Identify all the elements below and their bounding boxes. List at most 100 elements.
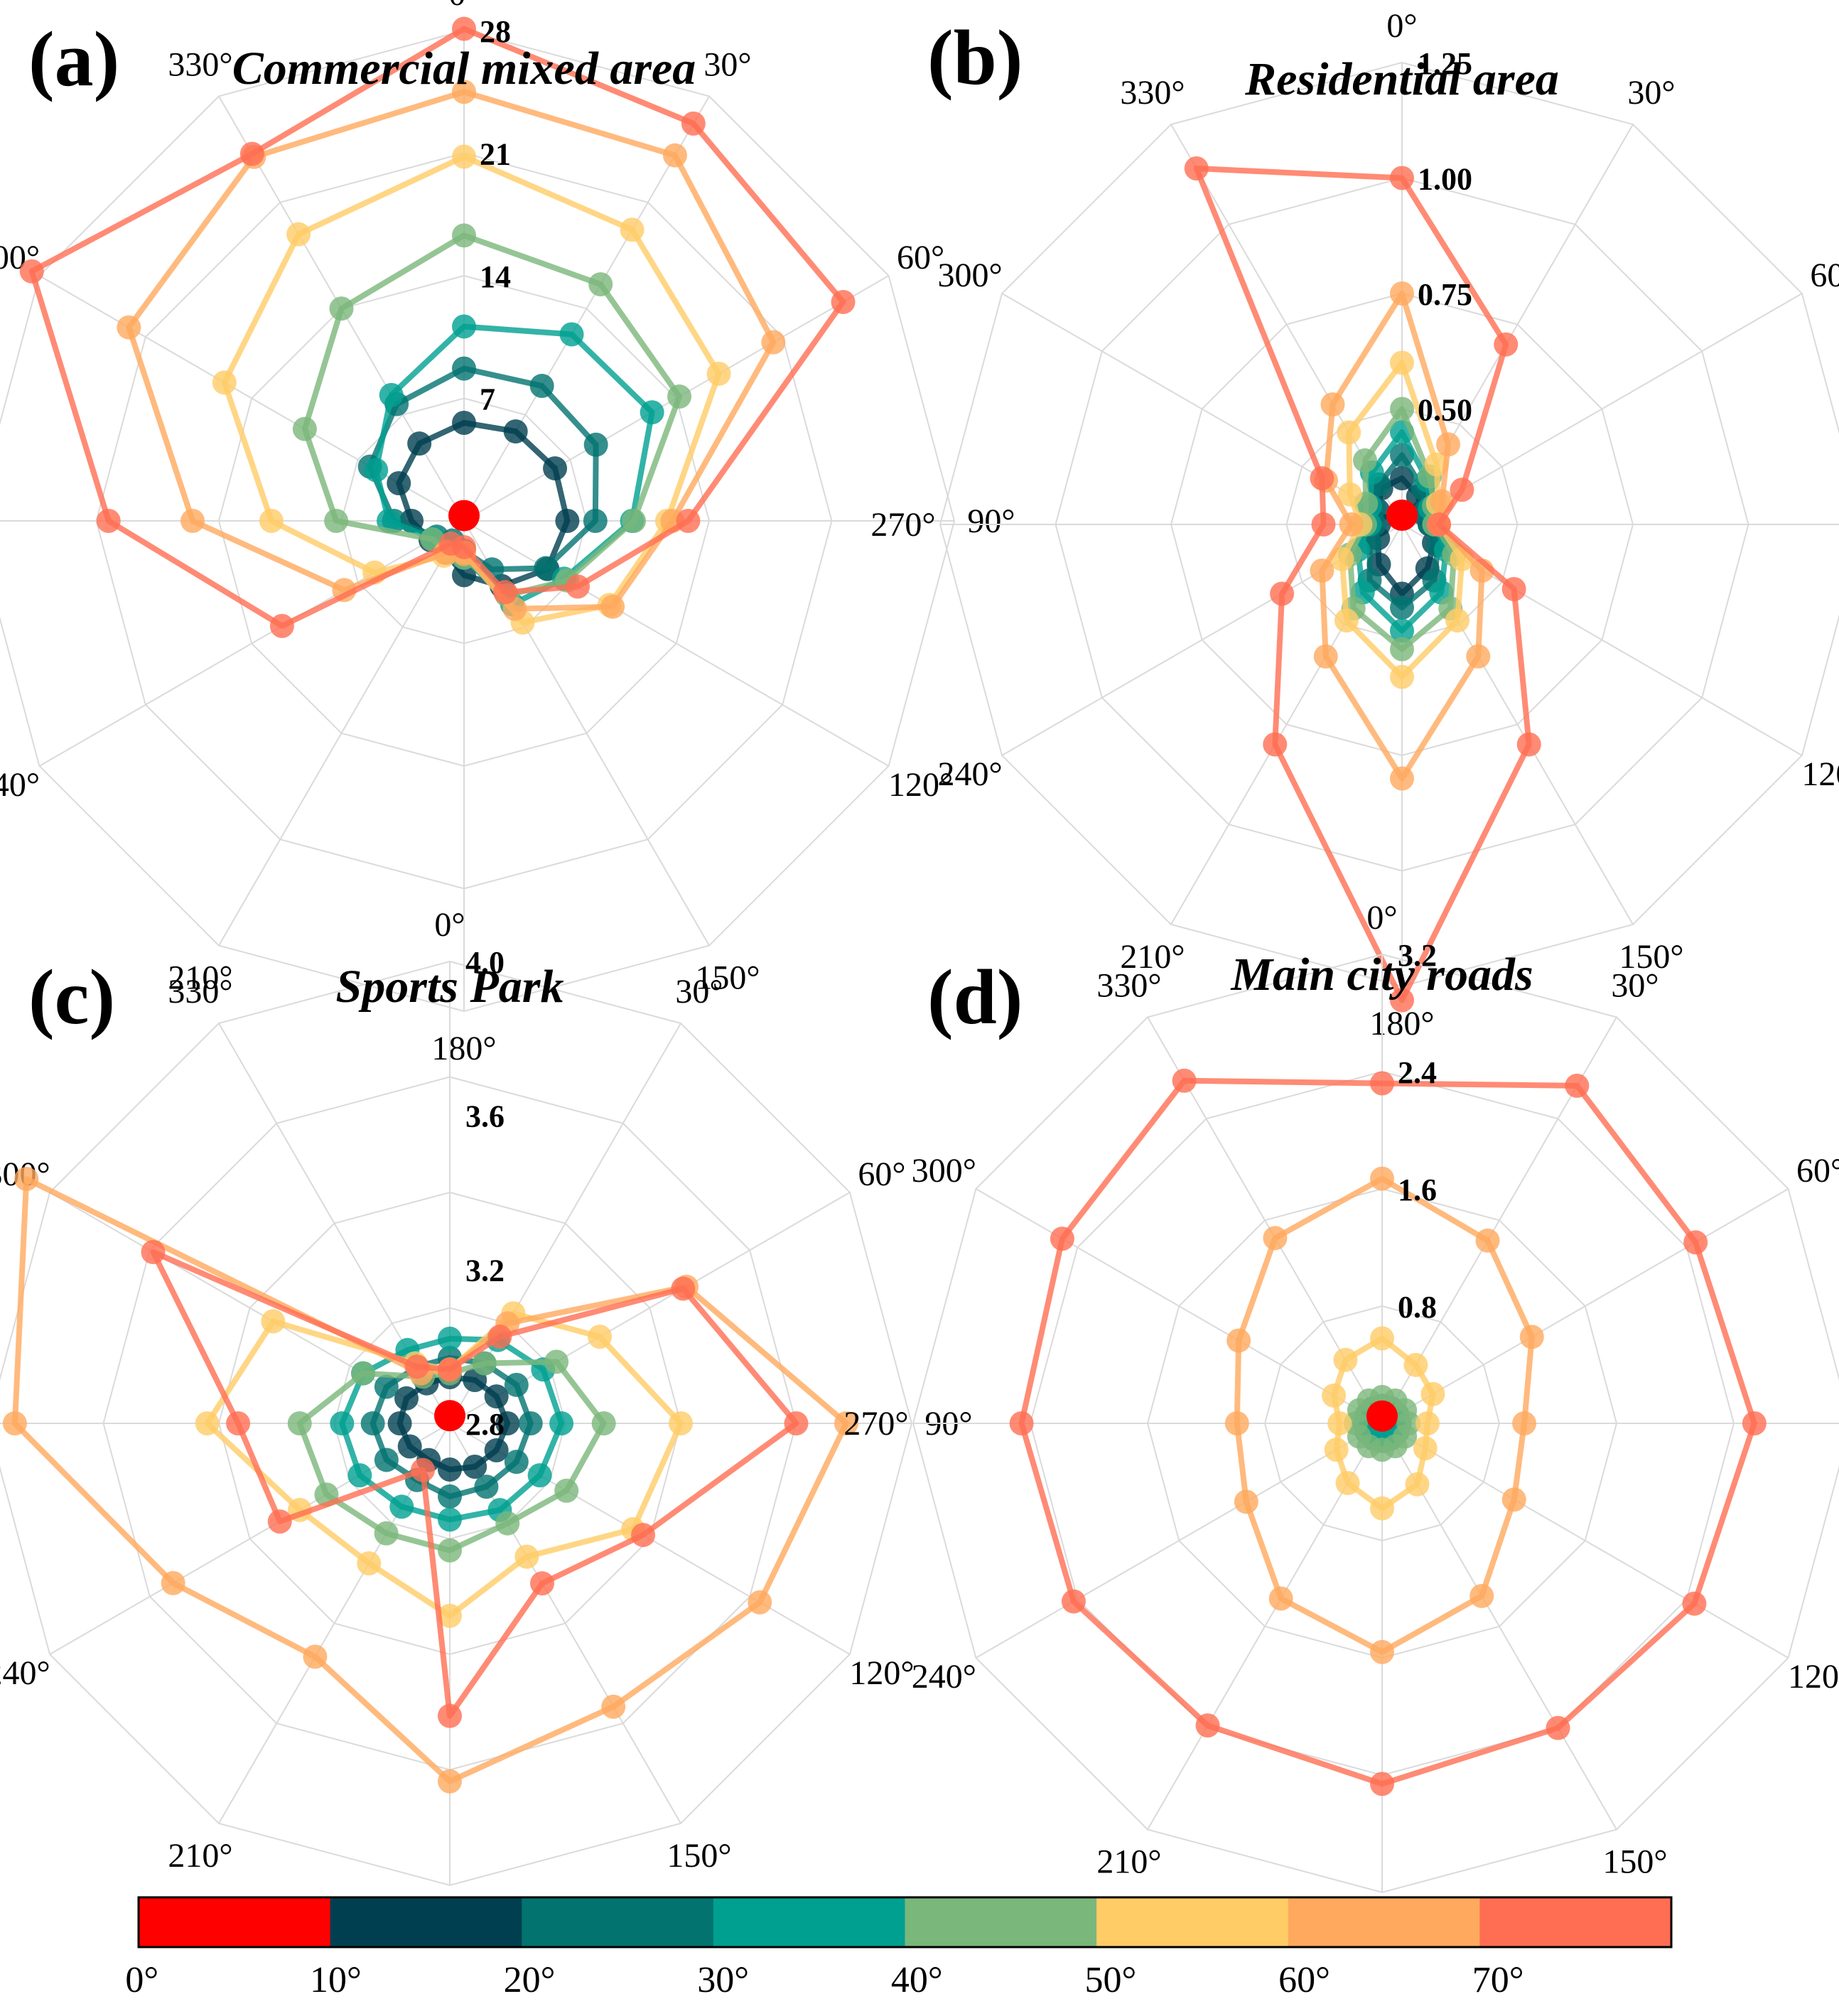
data-point: [360, 1411, 385, 1435]
data-point: [622, 509, 647, 533]
series-70°: [1184, 156, 1541, 1013]
data-point: [1501, 1487, 1526, 1512]
data-point: [404, 1354, 429, 1379]
data-point: [671, 1276, 696, 1301]
angle-label: 300°: [912, 1152, 976, 1190]
data-point: [438, 1507, 462, 1532]
data-point: [438, 1538, 462, 1563]
legend-colorbar: 0° 10° 20° 30° 40° 50° 60° 70°: [125, 1896, 1673, 2000]
data-point: [514, 1544, 539, 1569]
panel-title: Commercial mixed area: [232, 43, 696, 95]
data-point: [407, 431, 432, 456]
data-point: [1195, 1713, 1220, 1738]
panel-letter: (a): [28, 16, 119, 102]
data-point: [1565, 1073, 1590, 1098]
data-point: [503, 419, 528, 444]
data-point: [1450, 478, 1474, 502]
data-point: [374, 1521, 399, 1546]
data-point: [1420, 1381, 1445, 1406]
data-point: [484, 1438, 509, 1462]
grid-spoke: [38, 520, 465, 767]
angle-label: 60°: [897, 239, 944, 276]
series-0°: [1386, 500, 1418, 531]
data-point: [1310, 559, 1334, 583]
data-point: [195, 1411, 220, 1435]
data-point: [1390, 766, 1414, 791]
tick-label: 1.25: [1418, 46, 1472, 81]
legend-swatch: [139, 1897, 331, 1947]
center-point: [1386, 500, 1418, 531]
data-point: [329, 296, 354, 321]
data-point: [438, 1603, 462, 1628]
data-point: [411, 1457, 436, 1482]
data-point: [1337, 420, 1361, 445]
data-point: [1370, 1071, 1394, 1096]
tick-label: 0.75: [1418, 277, 1472, 312]
data-point: [389, 1494, 414, 1519]
series-40°: [287, 1349, 616, 1563]
data-point: [452, 314, 476, 339]
data-point: [1390, 664, 1414, 689]
legend-swatch: [905, 1897, 1097, 1947]
angle-label: 240°: [0, 766, 40, 804]
data-point: [1390, 618, 1414, 643]
data-point: [495, 1511, 520, 1536]
data-point: [1184, 156, 1209, 181]
data-point: [351, 1361, 376, 1386]
angle-label: 270°: [870, 506, 935, 544]
data-point: [438, 1457, 462, 1482]
angle-label: 330°: [168, 973, 232, 1010]
legend-swatch: [1096, 1897, 1289, 1947]
data-point: [1466, 644, 1491, 669]
data-point: [347, 1463, 372, 1488]
angle-label: 0°: [434, 906, 465, 944]
data-point: [269, 613, 294, 638]
panel-letter: (d): [927, 954, 1023, 1040]
tick-label: 14: [480, 259, 511, 294]
data-point: [834, 1411, 858, 1435]
data-point: [591, 1411, 616, 1435]
data-point: [1335, 1470, 1360, 1495]
angle-label: 0°: [1386, 7, 1417, 45]
data-point: [117, 315, 141, 340]
series-70°: [141, 1239, 809, 1728]
data-point: [1327, 1411, 1352, 1435]
data-point: [1519, 1325, 1544, 1349]
angle-label: 330°: [1096, 966, 1161, 1004]
data-point: [1370, 1326, 1394, 1351]
grid-spoke: [1381, 1188, 1789, 1424]
center-point: [1366, 1400, 1398, 1432]
data-point: [438, 1703, 462, 1728]
data-point: [324, 509, 349, 533]
series-60°: [1224, 1166, 1544, 1664]
data-point: [1683, 1230, 1708, 1255]
data-point: [1475, 1228, 1500, 1253]
angle-label: 240°: [937, 755, 1002, 793]
data-point: [543, 456, 568, 481]
data-point: [1390, 350, 1414, 375]
series-50°: [1322, 1326, 1445, 1521]
data-point: [2, 1411, 27, 1435]
legend-label: 60°: [1278, 1960, 1330, 2000]
data-point: [397, 1434, 422, 1459]
data-point: [1313, 644, 1338, 669]
data-point: [452, 411, 476, 435]
tick-label: 3.2: [1398, 938, 1437, 973]
data-point: [1324, 1438, 1349, 1462]
legend-label: 10°: [310, 1960, 362, 2000]
data-point: [549, 1411, 574, 1435]
center-point: [434, 1400, 465, 1432]
data-point: [1339, 512, 1364, 537]
legend-label: 50°: [1085, 1960, 1137, 2000]
angle-label: 150°: [695, 959, 760, 997]
data-point: [226, 1411, 251, 1435]
data-point: [831, 289, 856, 314]
angle-label: 330°: [1120, 74, 1185, 112]
data-point: [1322, 1383, 1347, 1408]
data-point: [583, 432, 608, 457]
data-point: [1270, 581, 1295, 606]
tick-label: 7: [480, 382, 495, 417]
tick-label: 28: [480, 14, 511, 49]
data-point: [452, 356, 476, 381]
